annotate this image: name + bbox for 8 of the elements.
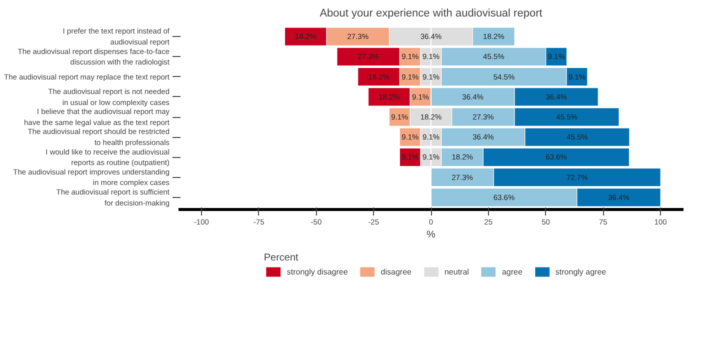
legend-label: agree [502,267,522,276]
chart-title: About your experience with audiovisual report [320,8,542,20]
x-axis-title: % [426,230,436,240]
legend-label: disagree [380,267,412,276]
legend-label: strongly agree [555,267,606,276]
legend-label: strongly disagree [286,267,348,276]
legend-title: Percent [264,252,300,264]
legend-label: neutral [444,267,469,276]
